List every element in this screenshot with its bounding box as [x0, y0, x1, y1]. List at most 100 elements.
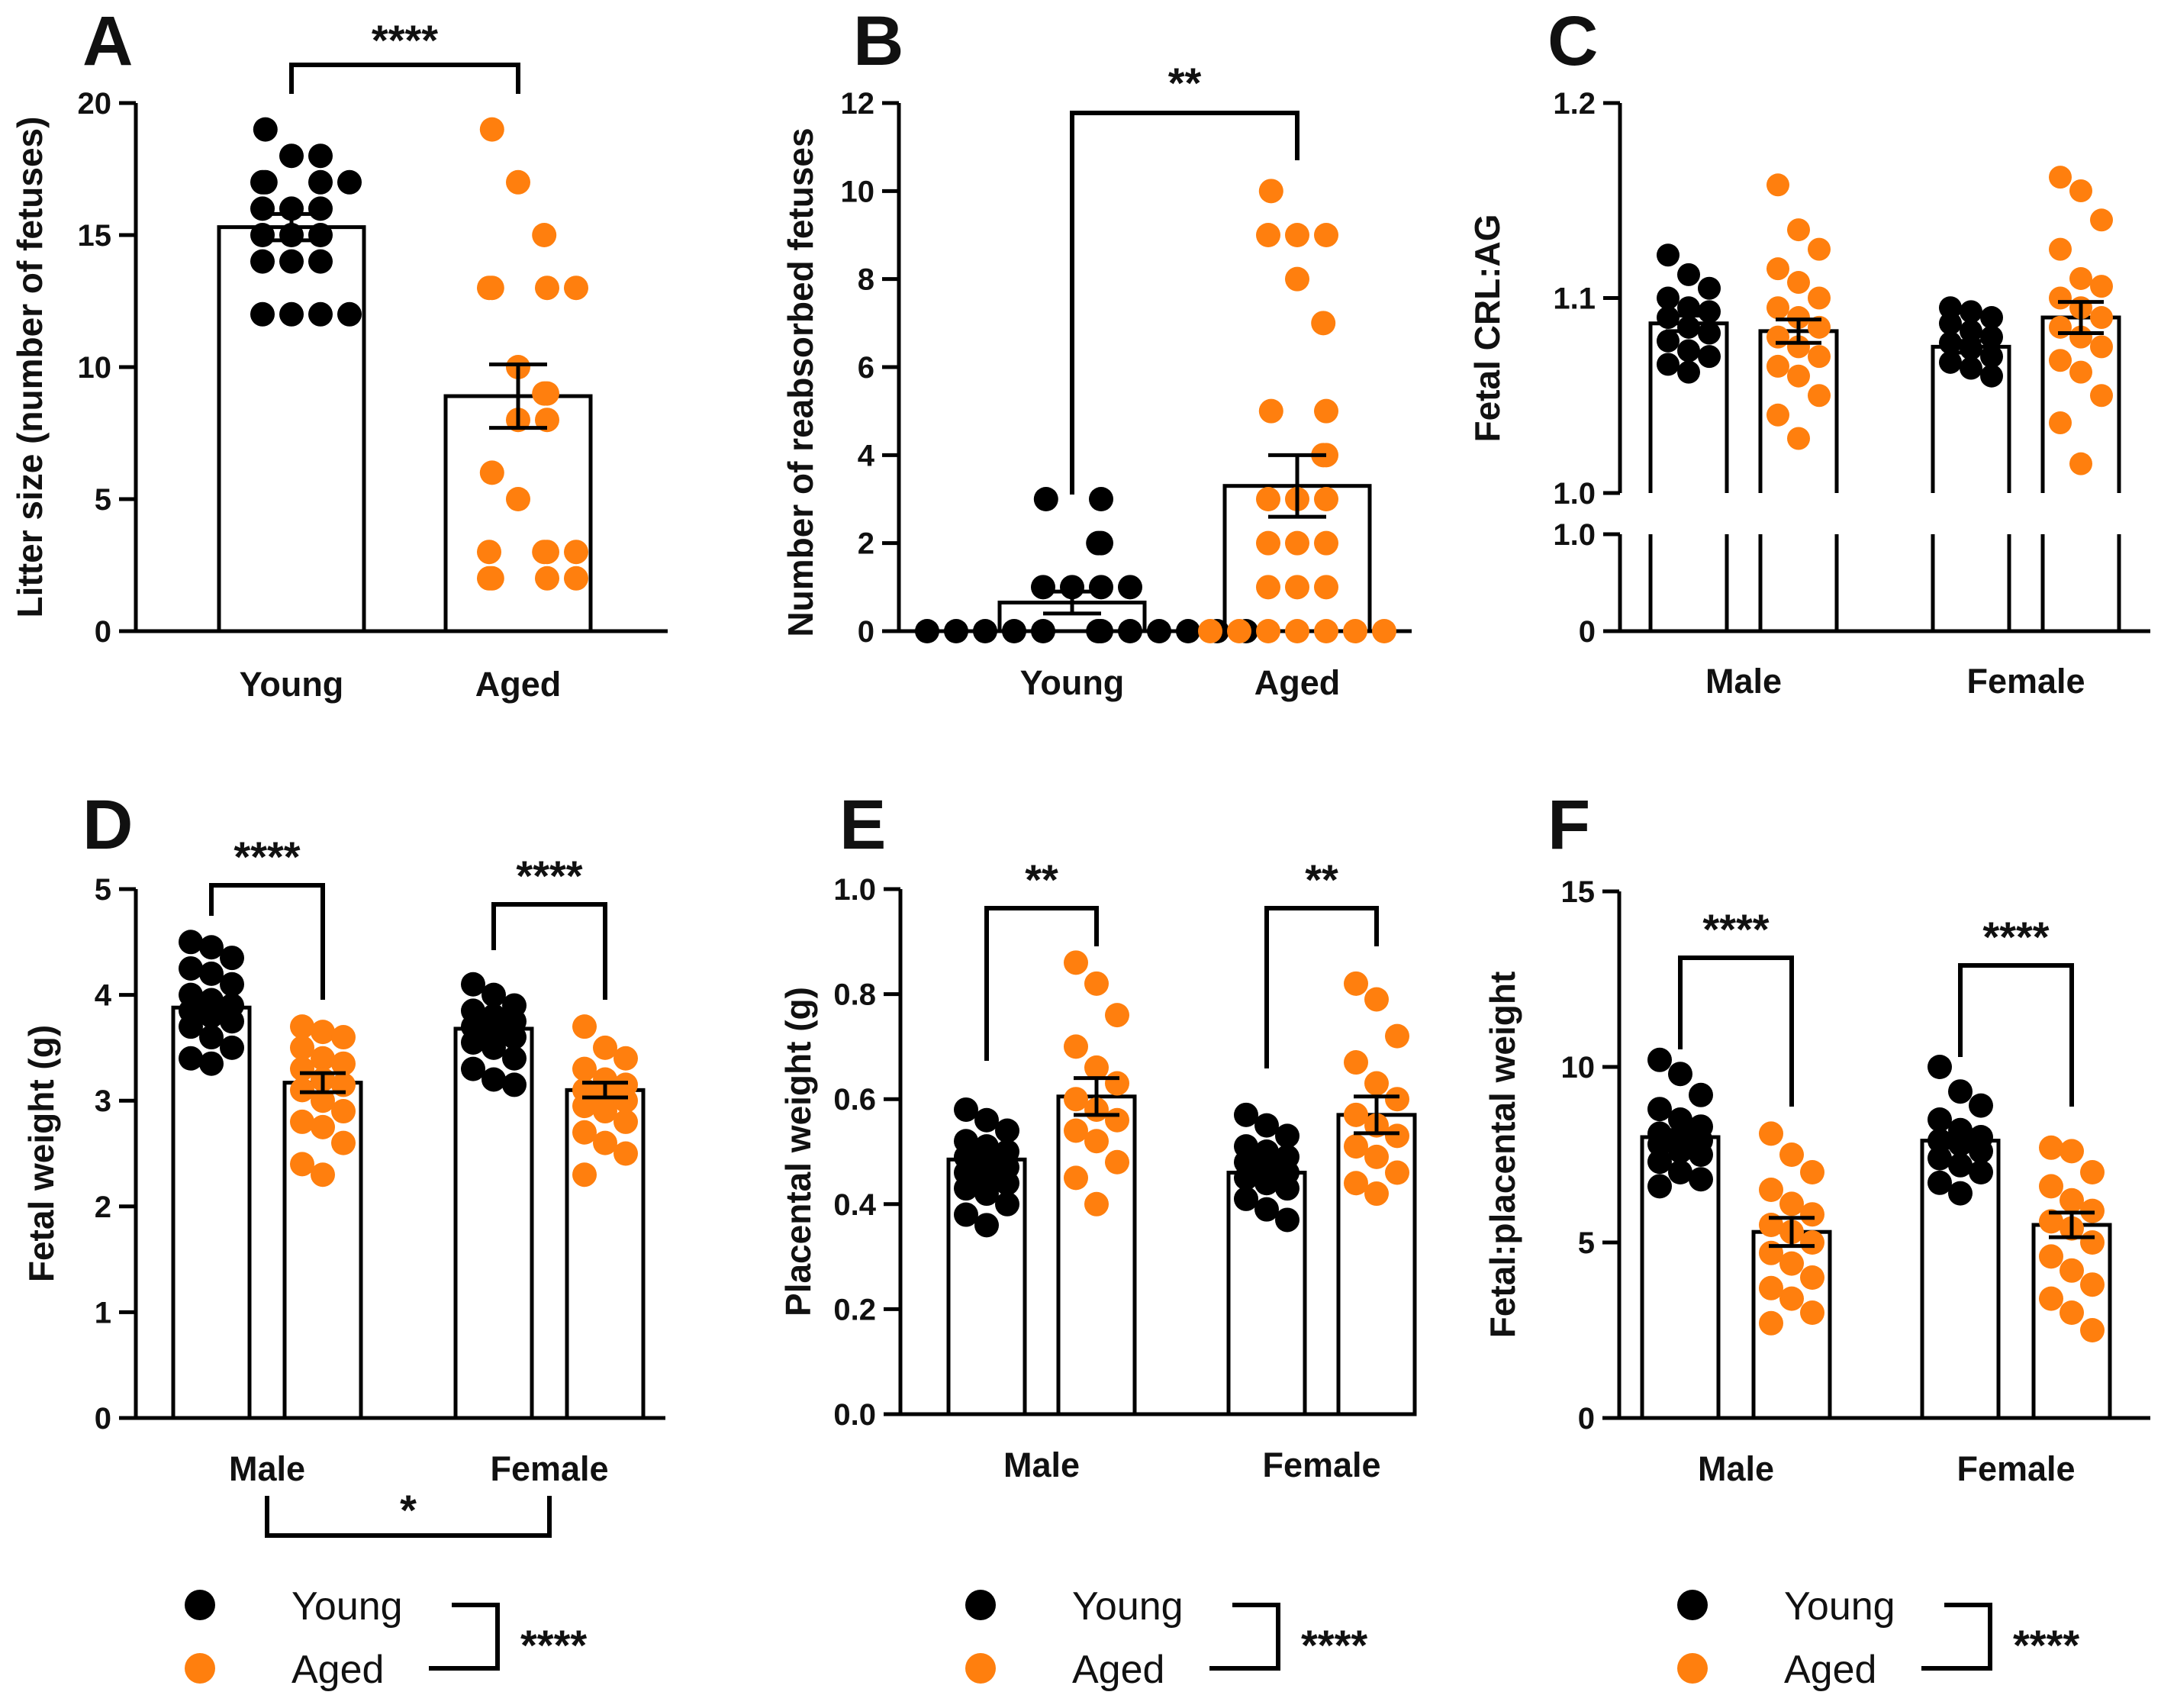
- panel-a-comparison-label: ****: [372, 16, 438, 64]
- panel-f-point-1-1-9: [2039, 1244, 2063, 1269]
- panel-c-point-1-0-16: [1787, 427, 1810, 450]
- panel-f-point-0-1-8: [1969, 1139, 1993, 1164]
- panel-d-point-1-1-15: [572, 1162, 597, 1188]
- panel-c-point-1-1-2: [2090, 208, 2113, 232]
- panel-f-point-0-0-11: [1689, 1142, 1713, 1167]
- panel-e-point-1-0-8: [1105, 1107, 1129, 1133]
- panel-e-point-1-1-1: [1364, 987, 1389, 1012]
- panel-c-ylabel: Fetal CRL:AG: [1467, 214, 1507, 443]
- legend-e: Young Aged ****: [965, 1584, 1367, 1692]
- panel-a-point-1-21: [564, 566, 588, 591]
- panel-e-comparison-bracket-0: [984, 906, 1099, 1061]
- panel-c-point-0-0-6: [1657, 306, 1680, 330]
- panel-d-point-0-0-16: [199, 1051, 224, 1076]
- panel-b-point-1-23: [1227, 619, 1251, 643]
- panel-e-point-1-1-0: [1344, 971, 1368, 996]
- panel-b-point-1-25: [1198, 619, 1222, 643]
- panel-f-point-0-1-12: [1928, 1170, 1952, 1195]
- panel-c-point-1-0-11: [1808, 345, 1831, 369]
- panel-d-yaxis-tick-label-4: 4: [95, 979, 112, 1013]
- panel-c-category-1: Female: [1966, 662, 2085, 701]
- panel-e-point-1-0-11: [1105, 1149, 1129, 1175]
- panel-a-point-1-12: [479, 460, 504, 485]
- panel-a-point-1-17: [564, 540, 588, 565]
- panel-c-label: C: [1547, 2, 1598, 80]
- panel-c-point-1-1-12: [2049, 349, 2072, 372]
- panel-c-point-1-1-15: [2049, 411, 2072, 435]
- panel-c-point-1-0-1: [1787, 218, 1810, 242]
- panel-d-yaxis-tick-label-1: 1: [95, 1296, 111, 1329]
- panel-a-point-0-5: [250, 169, 275, 195]
- panel-b-yaxis-tick-label-5: 10: [841, 175, 875, 208]
- legend-e-sig-label: ****: [1301, 1621, 1367, 1669]
- panel-b-yaxis-tick-label-1: 2: [858, 527, 874, 561]
- panel-c-point-1-1-5: [2090, 275, 2113, 298]
- panel-e-comparison-label-1: **: [1305, 856, 1338, 904]
- panel-e-point-1-0-10: [1084, 1129, 1109, 1154]
- panel-c-point-0-1-6: [1939, 331, 1962, 355]
- panel-d-sex-comparison-label: *: [400, 1486, 417, 1534]
- panel-a-point-1-16: [477, 540, 501, 565]
- panel-c-point-0-0-1: [1677, 263, 1700, 286]
- panel-d-point-1-1-3: [572, 1056, 597, 1081]
- panel-c-point-1-0-3: [1766, 257, 1789, 281]
- panel-a-point-0-2: [308, 143, 333, 169]
- panel-d-point-1-0-4: [311, 1046, 335, 1071]
- panel-b-yaxis-tick-label-2: 4: [858, 439, 875, 472]
- panel-d-point-0-1-11: [502, 1046, 527, 1071]
- panel-c-point-1-0-13: [1787, 364, 1810, 388]
- panel-d-point-0-0-0: [179, 930, 203, 955]
- panel-d-point-1-1-8: [614, 1088, 638, 1113]
- panel-c-point-1-0-4: [1787, 271, 1810, 295]
- panel-f-point-0-0-15: [1647, 1174, 1672, 1199]
- panel-f-comparison-bracket-0: [1678, 956, 1794, 1107]
- panel-e-point-1-0-1: [1084, 971, 1109, 996]
- panel-c-category-0: Male: [1705, 662, 1782, 701]
- panel-d-point-1-1-2: [614, 1046, 638, 1071]
- panel-d-point-1-0-12: [290, 1109, 314, 1134]
- panel-f-point-0-1-2: [1969, 1093, 1993, 1118]
- panel-b-point-0-3: [1089, 530, 1113, 556]
- panel-c-point-0-1-2: [1980, 306, 2003, 330]
- panel-f-point-0-0-4: [1668, 1107, 1692, 1132]
- panel-f-point-1-1-2: [2080, 1160, 2105, 1184]
- panel-b-point-0-14: [973, 619, 997, 643]
- panel-c-yaxis-upper-tick-label-0: 1.0: [1553, 477, 1596, 511]
- panel-c-point-0-0-5: [1698, 300, 1721, 324]
- panel-c-point-0-0-2: [1698, 276, 1721, 300]
- panel-d-point-1-0-16: [311, 1162, 335, 1188]
- panel-f-point-1-0-3: [1759, 1178, 1783, 1202]
- panel-a-point-0-16: [279, 301, 304, 327]
- panel-c-point-1-1-14: [2090, 384, 2113, 408]
- panel-a-point-0-8: [308, 196, 333, 221]
- panel-a-point-0-0: [253, 117, 278, 142]
- panel-d-point-0-0-11: [220, 1009, 244, 1034]
- panel-d-point-0-0-15: [179, 1046, 203, 1071]
- panel-d-point-1-0-10: [311, 1088, 335, 1113]
- panel-f-point-0-1-1: [1948, 1079, 1973, 1104]
- panel-f-point-1-0-13: [1779, 1286, 1804, 1311]
- panel-c-point-0-0-0: [1657, 243, 1680, 267]
- panel-e-comparison-bracket-1: [1264, 906, 1379, 1068]
- panel-f-yaxis-tick-label-2: 10: [1561, 1051, 1596, 1084]
- panel-e-point-0-0-11: [995, 1171, 1019, 1196]
- panel-a-point-0-15: [250, 249, 275, 274]
- panel-f-point-1-1-11: [2080, 1272, 2105, 1297]
- panel-c-point-1-0-7: [1787, 306, 1810, 330]
- panel-d-point-1-1-10: [593, 1099, 617, 1124]
- panel-a-point-0-18: [250, 301, 275, 327]
- panel-c-point-1-0-0: [1766, 173, 1789, 197]
- panel-b-point-1-24: [1372, 619, 1396, 643]
- panel-a-litter-size: A Litter size (number of fetuses) 0 5 10 15 20…: [10, 2, 668, 704]
- panel-b-point-1-5: [1311, 311, 1336, 336]
- panel-a-point-0-9: [250, 196, 275, 221]
- panel-e-yaxis-tick-label-5: 1.0: [833, 873, 876, 907]
- panel-c-point-0-0-4: [1677, 296, 1700, 320]
- panel-d-point-1-1-1: [593, 1035, 617, 1060]
- panel-a-point-0-4: [308, 169, 333, 195]
- panel-c-point-1-1-11: [2090, 335, 2113, 359]
- panel-f-point-1-0-5: [1800, 1202, 1824, 1227]
- legend-d-bracket: [429, 1603, 500, 1671]
- panel-b-point-0-16: [944, 619, 968, 643]
